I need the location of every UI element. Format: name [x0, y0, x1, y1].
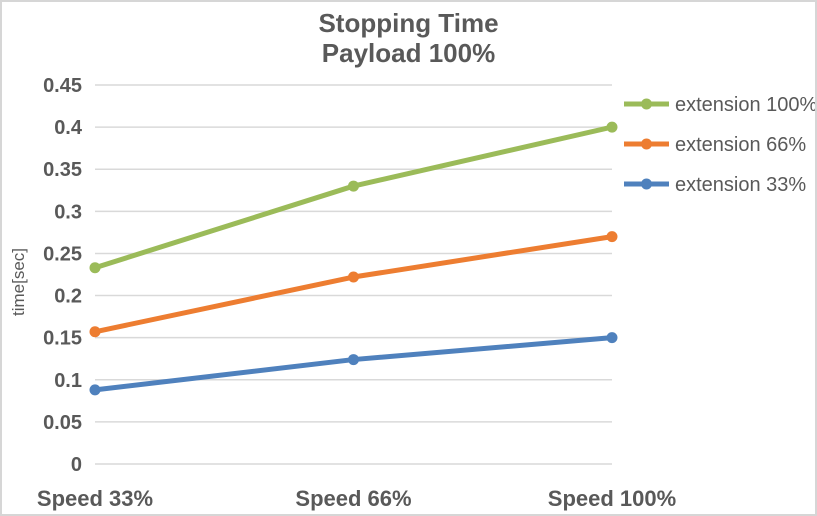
series-marker: [348, 180, 359, 192]
y-tick-label: 0.2: [54, 286, 82, 308]
legend-marker-swatch: [641, 138, 652, 150]
legend-item: extension 100%: [624, 94, 817, 116]
legend-label: extension 33%: [675, 174, 806, 196]
y-tick-label: 0: [71, 454, 82, 476]
series-marker: [348, 271, 359, 283]
legend-marker-swatch: [641, 178, 652, 190]
y-tick-label: 0.4: [54, 117, 83, 139]
y-tick-label: 0.15: [43, 328, 82, 350]
x-tick-label: Speed 66%: [295, 486, 411, 511]
legend-item: extension 33%: [624, 174, 806, 196]
series-line-extension-66-: [92, 234, 615, 335]
y-tick-label: 0.25: [43, 243, 82, 265]
y-tick-label: 0.35: [43, 159, 82, 181]
legend-marker-swatch: [641, 98, 652, 110]
y-tick-label: 0.3: [54, 201, 82, 223]
x-tick-label: Speed 100%: [548, 486, 676, 511]
y-tick-label: 0.45: [43, 75, 82, 97]
series-marker: [89, 262, 101, 274]
y-axis-title: time[sec]: [9, 248, 28, 316]
series-marker: [606, 231, 618, 243]
series-marker: [606, 121, 618, 133]
legend-label: extension 66%: [675, 134, 806, 156]
series-marker: [89, 326, 101, 338]
y-tick-label: 0.05: [43, 412, 82, 434]
x-tick-label: Speed 33%: [37, 486, 153, 511]
series-marker: [606, 332, 618, 344]
legend-item: extension 66%: [624, 134, 806, 156]
y-tick-label: 0.1: [54, 370, 82, 392]
legend-label: extension 100%: [675, 94, 817, 116]
series-marker: [348, 354, 359, 366]
series-marker: [89, 384, 101, 396]
